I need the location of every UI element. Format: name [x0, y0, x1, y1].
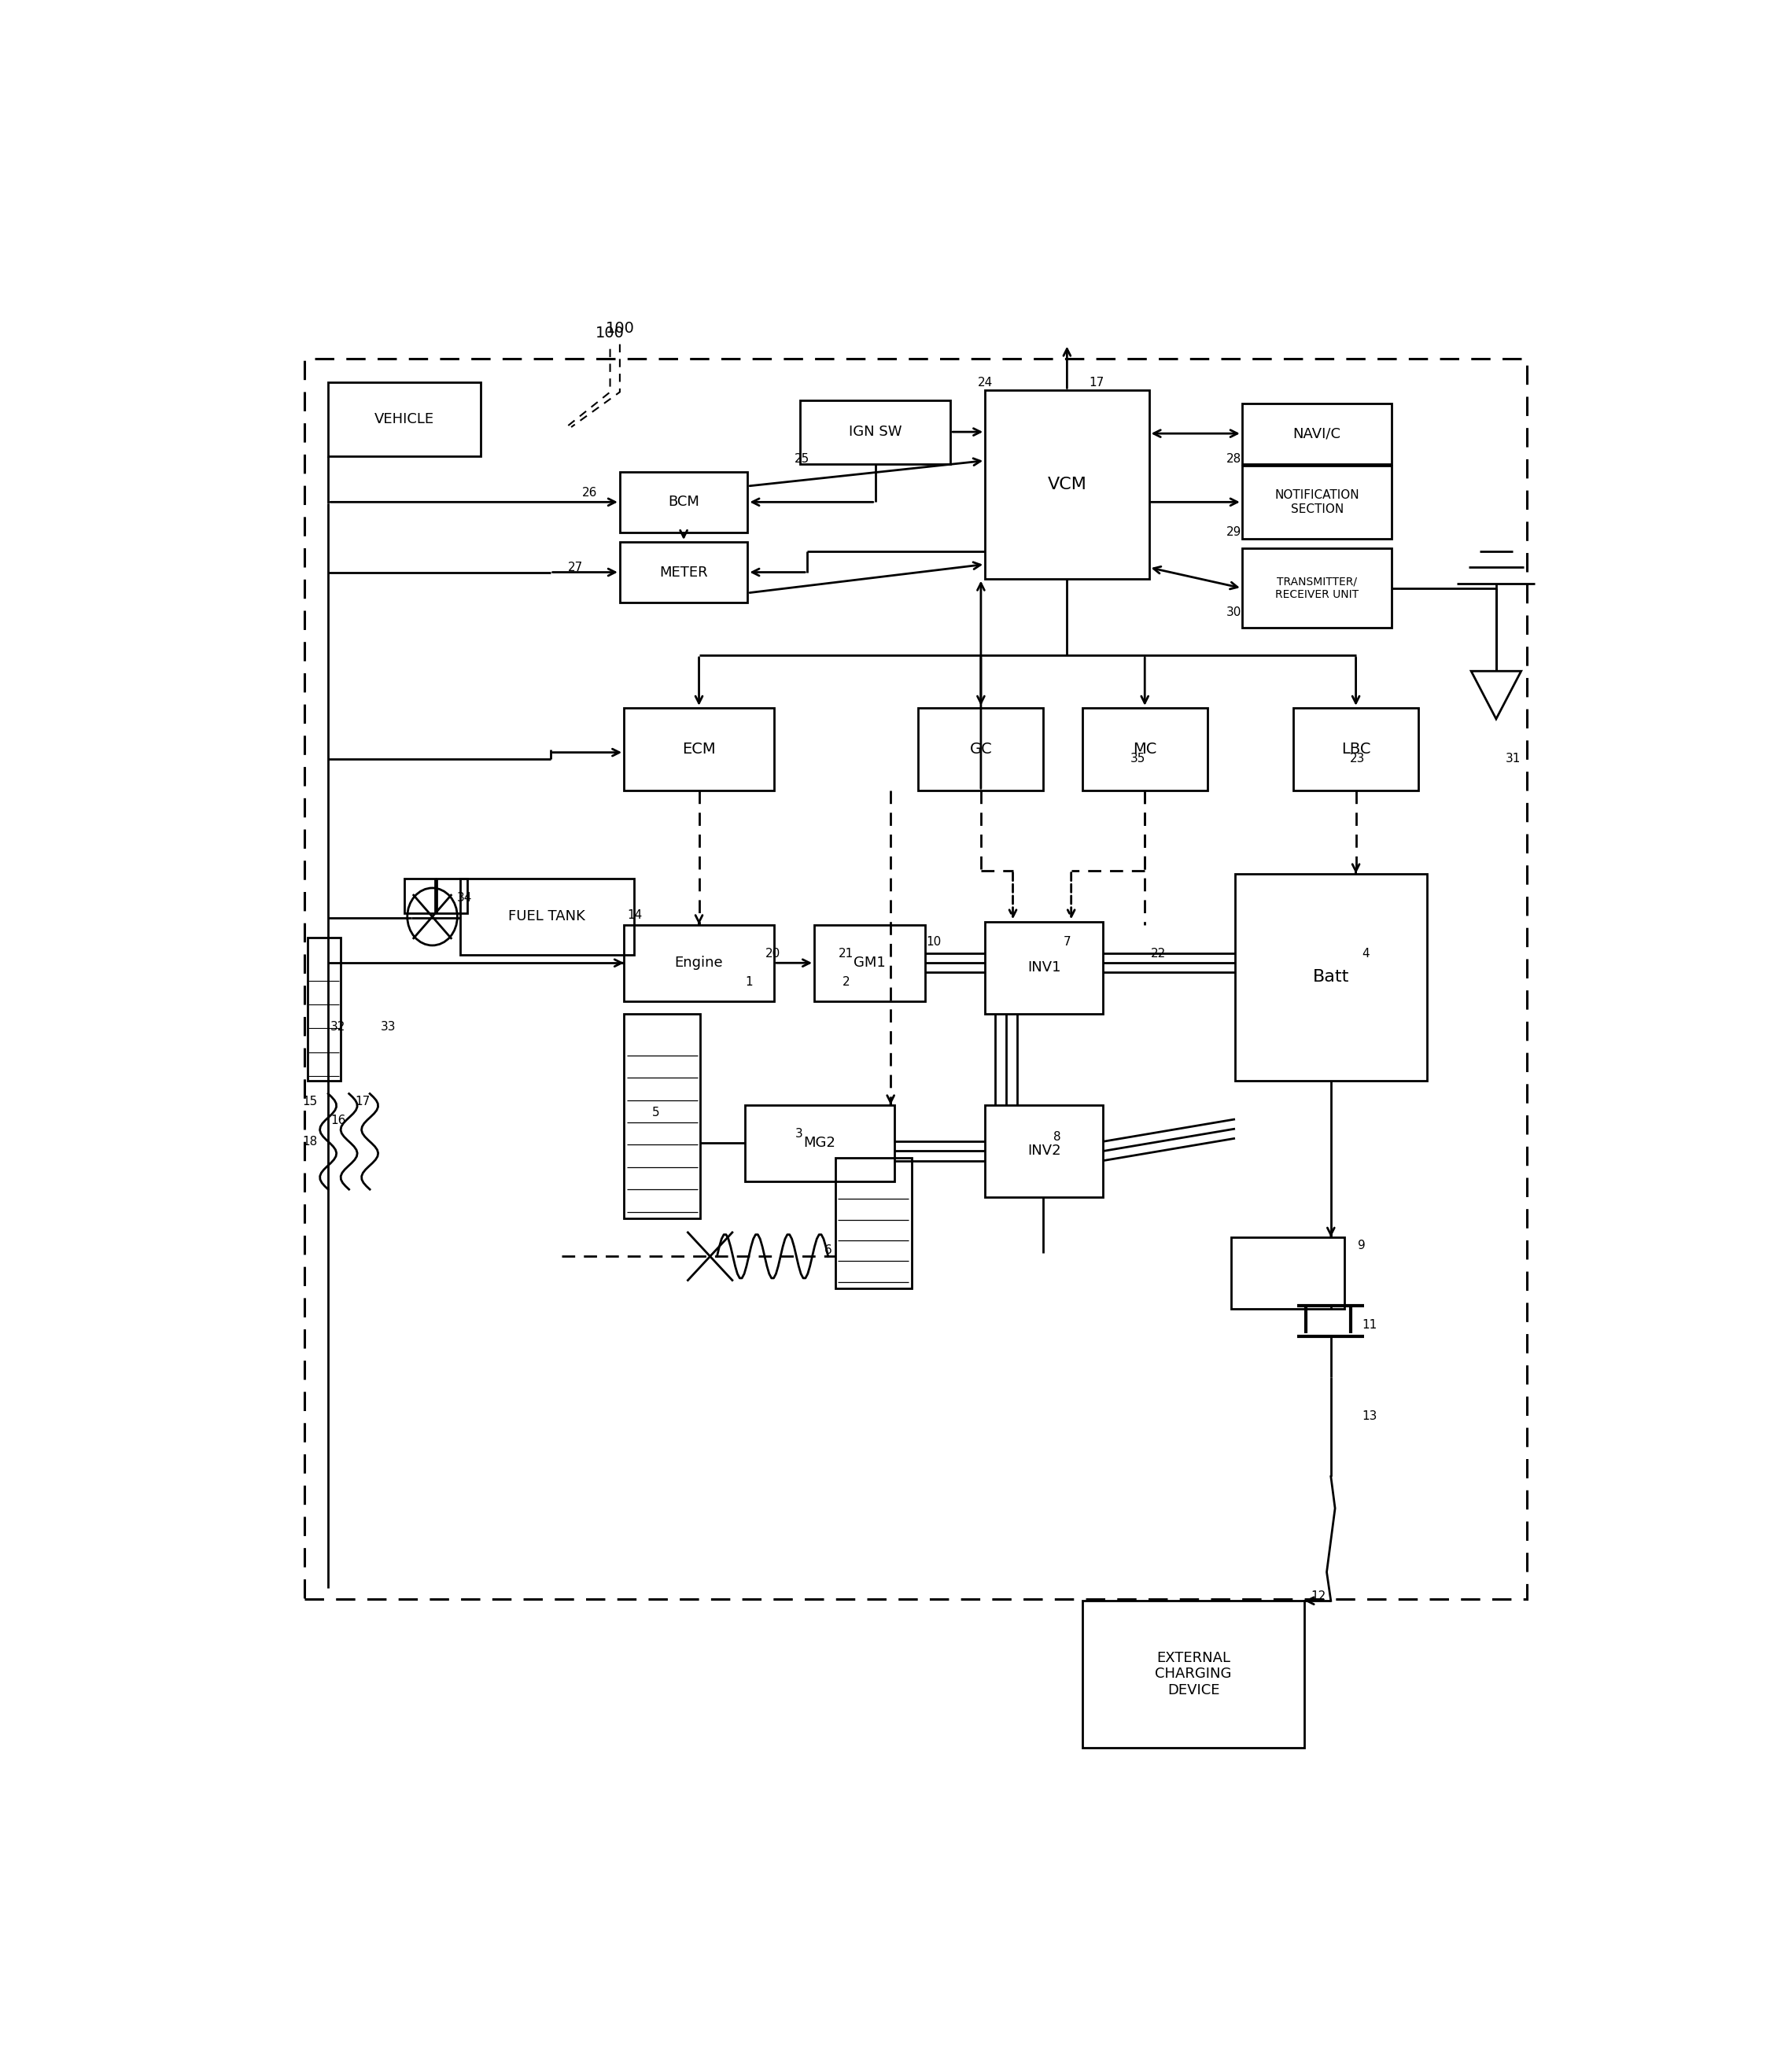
Text: Batt: Batt [1312, 969, 1349, 986]
Text: 28: 28 [1226, 454, 1242, 464]
Bar [624, 924, 774, 1000]
Text: 6: 6 [824, 1245, 831, 1255]
Text: 13: 13 [1362, 1410, 1378, 1421]
Text: FUEL TANK: FUEL TANK [509, 909, 586, 924]
Text: 32: 32 [330, 1021, 346, 1033]
Text: 7: 7 [1063, 936, 1072, 949]
Bar [624, 1015, 701, 1218]
Bar [814, 924, 925, 1000]
Text: NAVI/C: NAVI/C [1294, 427, 1340, 441]
Text: 3: 3 [796, 1129, 803, 1139]
Text: 21: 21 [839, 946, 853, 959]
Text: EXTERNAL
CHARGING
DEVICE: EXTERNAL CHARGING DEVICE [1156, 1651, 1231, 1698]
Bar [986, 391, 1149, 578]
Text: 25: 25 [794, 454, 810, 464]
Text: 12: 12 [1310, 1591, 1326, 1601]
Bar [1242, 466, 1392, 538]
Text: 11: 11 [1362, 1319, 1378, 1332]
Text: IGN SW: IGN SW [849, 425, 901, 439]
Text: 24: 24 [977, 377, 993, 389]
Text: GC: GC [969, 741, 993, 756]
Text: VCM: VCM [1047, 476, 1086, 493]
Text: 16: 16 [330, 1114, 346, 1127]
Bar [437, 878, 468, 913]
Text: 26: 26 [582, 487, 597, 499]
Text: 30: 30 [1226, 607, 1242, 617]
Text: 33: 33 [380, 1021, 396, 1033]
Bar [1231, 1236, 1344, 1309]
Text: 9: 9 [1358, 1238, 1366, 1251]
Text: 14: 14 [627, 909, 643, 922]
Bar [620, 543, 747, 603]
Text: VEHICLE: VEHICLE [375, 412, 434, 427]
Text: BCM: BCM [668, 495, 699, 509]
Bar [1235, 874, 1426, 1081]
Text: LBC: LBC [1340, 741, 1371, 756]
Text: 10: 10 [926, 936, 941, 949]
Text: 15: 15 [303, 1096, 317, 1108]
Text: 20: 20 [765, 946, 780, 959]
Text: NOTIFICATION
SECTION: NOTIFICATION SECTION [1274, 489, 1360, 516]
Text: 2: 2 [842, 975, 849, 988]
Bar [986, 922, 1104, 1015]
Text: 5: 5 [652, 1106, 659, 1118]
Bar [1294, 708, 1419, 791]
Bar [620, 472, 747, 532]
Text: 100: 100 [606, 321, 634, 336]
Bar [745, 1104, 894, 1180]
Text: 35: 35 [1131, 754, 1145, 764]
Bar [308, 938, 340, 1081]
Bar [405, 878, 435, 913]
Bar [328, 383, 480, 456]
Text: TRANSMITTER/
RECEIVER UNIT: TRANSMITTER/ RECEIVER UNIT [1276, 576, 1358, 601]
Bar [461, 878, 634, 955]
Bar [1082, 1601, 1305, 1748]
Bar [986, 1104, 1104, 1197]
Bar [919, 708, 1043, 791]
Bar [1242, 549, 1392, 628]
Text: MG2: MG2 [805, 1137, 835, 1149]
Text: 100: 100 [595, 325, 625, 340]
Text: 17: 17 [355, 1096, 371, 1108]
Bar [1082, 708, 1208, 791]
Bar [624, 708, 774, 791]
Text: 31: 31 [1505, 754, 1520, 764]
Text: INV1: INV1 [1027, 961, 1061, 975]
Text: Engine: Engine [676, 957, 724, 969]
Text: 22: 22 [1150, 946, 1167, 959]
Text: 27: 27 [568, 561, 582, 574]
Bar [305, 358, 1527, 1599]
Text: ECM: ECM [683, 741, 715, 756]
Text: 1: 1 [745, 975, 753, 988]
Text: 4: 4 [1362, 946, 1369, 959]
Text: GM1: GM1 [853, 957, 885, 969]
Bar [1242, 404, 1392, 464]
Text: 34: 34 [457, 893, 471, 903]
Text: MC: MC [1133, 741, 1156, 756]
Text: 23: 23 [1349, 754, 1366, 764]
Bar [801, 400, 950, 464]
Text: 18: 18 [303, 1135, 317, 1147]
Text: 8: 8 [1054, 1131, 1061, 1143]
Text: METER: METER [659, 565, 708, 580]
Text: INV2: INV2 [1027, 1143, 1061, 1158]
Text: 29: 29 [1226, 526, 1242, 538]
Text: 17: 17 [1088, 377, 1104, 389]
Bar [835, 1158, 912, 1288]
